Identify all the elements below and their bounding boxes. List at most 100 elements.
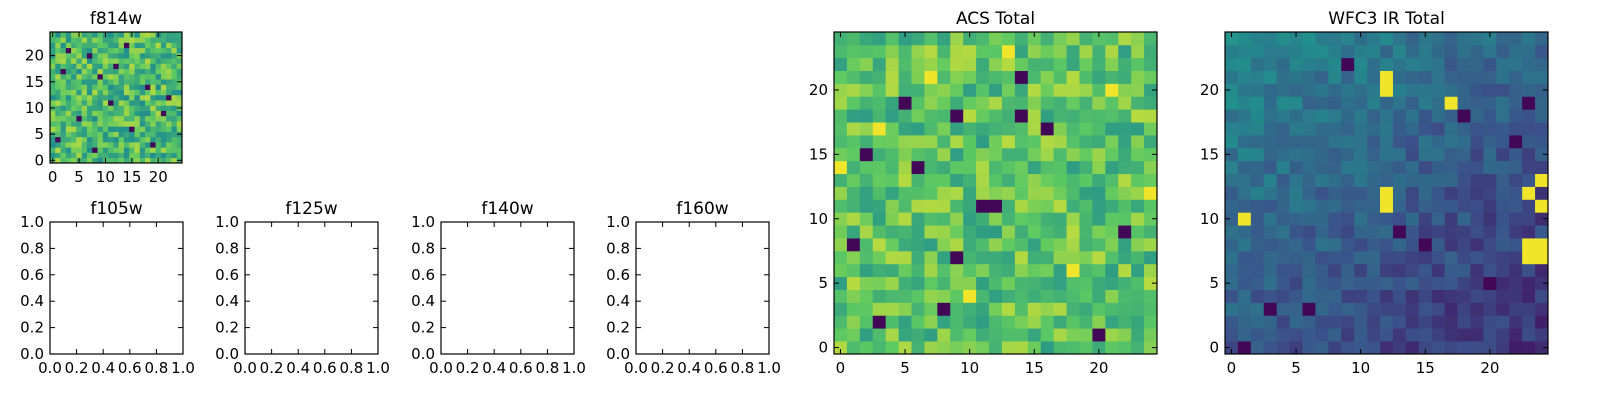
heatmap-cell [1066, 302, 1080, 316]
heatmap-cell [1470, 250, 1484, 265]
heatmap-cell [1066, 57, 1080, 71]
heatmap-cell [134, 157, 141, 164]
heatmap-cell [950, 173, 964, 187]
heatmap-cell [155, 121, 162, 127]
heatmap-cell [1457, 83, 1471, 97]
heatmap-cell [76, 89, 83, 96]
heatmap-cell [1483, 328, 1497, 342]
heatmap-cell [859, 57, 874, 71]
heatmap-cell [1509, 173, 1523, 187]
heatmap-cell [1380, 341, 1394, 355]
heatmap-cell [1496, 173, 1510, 187]
heatmap-cell [160, 94, 167, 101]
y-tick-label: 0.2 [606, 319, 630, 337]
heatmap-cell [171, 121, 178, 127]
heatmap-cell [71, 126, 77, 132]
heatmap-cell [1027, 238, 1042, 252]
heatmap-cell [1380, 238, 1394, 252]
heatmap-cell [1302, 186, 1316, 200]
heatmap-cell [1470, 263, 1484, 278]
heatmap-cell [123, 131, 130, 138]
heatmap-cell [50, 68, 56, 75]
heatmap-cell [1457, 328, 1471, 342]
heatmap-cell [160, 110, 167, 117]
heatmap-cell [1496, 315, 1510, 329]
heatmap-cell [60, 73, 67, 80]
heatmap-cell [102, 63, 109, 70]
heatmap-cell [950, 199, 964, 213]
heatmap-cell [924, 328, 938, 342]
heatmap-cell [160, 32, 167, 38]
heatmap-cell [846, 225, 861, 239]
heatmap-cell [1040, 225, 1054, 239]
heatmap-cell [145, 126, 151, 132]
heatmap-cell [1289, 122, 1303, 136]
heatmap-cell [102, 52, 109, 59]
heatmap-cell [976, 263, 990, 278]
heatmap-cell [1496, 289, 1510, 303]
heatmap-cell [924, 263, 938, 278]
heatmap-cell [1418, 122, 1433, 136]
heatmap-cell [97, 105, 104, 111]
heatmap-cell [859, 225, 874, 239]
heatmap-cell [1250, 315, 1265, 329]
heatmap-cell [1470, 57, 1484, 71]
heatmap-cell [1263, 328, 1278, 342]
heatmap-cell [1040, 109, 1054, 123]
heatmap-cell [885, 109, 899, 123]
heatmap-cell [145, 121, 151, 127]
heatmap-cell [1444, 186, 1458, 200]
x-tick-label: 15 [1416, 359, 1435, 377]
heatmap-cell [1392, 212, 1407, 226]
heatmap-cell [1405, 328, 1420, 342]
heatmap-cell [1053, 302, 1067, 316]
heatmap-cell [950, 341, 964, 355]
heatmap-cell [1418, 160, 1433, 175]
heatmap-cell [60, 126, 67, 132]
heatmap-cell [1001, 250, 1016, 265]
heatmap-cell [1380, 83, 1394, 97]
heatmap-cell [1341, 135, 1355, 149]
heatmap-cell [76, 52, 83, 59]
heatmap-cell [171, 89, 178, 96]
heatmap-cell [1418, 70, 1433, 84]
heatmap-cell [118, 68, 125, 75]
heatmap-cell [950, 289, 964, 303]
heatmap-cell [976, 44, 990, 59]
heatmap-cell [1418, 109, 1433, 123]
heatmap-cell [885, 276, 899, 290]
heatmap-cell [92, 52, 98, 59]
heatmap-cell [1237, 212, 1252, 226]
heatmap-cell [937, 315, 951, 329]
heatmap-cell [834, 44, 848, 59]
heatmap-cell [1263, 96, 1278, 110]
heatmap-cell [129, 105, 135, 111]
heatmap-cell [55, 121, 61, 127]
heatmap-cell [76, 126, 83, 132]
heatmap-cell [1250, 32, 1265, 46]
heatmap-cell [937, 160, 951, 175]
heatmap-cell [1354, 160, 1368, 175]
heatmap-cell [1496, 225, 1510, 239]
heatmap-cell [1276, 57, 1290, 71]
heatmap-cell [1118, 250, 1132, 265]
heatmap-cell [885, 315, 899, 329]
heatmap-cell [1079, 70, 1093, 84]
heatmap-cell [145, 94, 151, 101]
heatmap-cell [118, 121, 125, 127]
heatmap-cell [1289, 302, 1303, 316]
heatmap-cell [1470, 238, 1484, 252]
heatmap-cell [1053, 328, 1067, 342]
heatmap-cell [176, 42, 183, 49]
heatmap-cell [1237, 328, 1252, 342]
heatmap-cell [1118, 199, 1132, 213]
heatmap-cell [1522, 341, 1536, 355]
heatmap-cell [50, 63, 56, 70]
x-tick-label: 0.0 [38, 359, 62, 377]
heatmap-cell [976, 186, 990, 200]
heatmap-cell [92, 100, 98, 106]
heatmap-cell [911, 263, 925, 278]
heatmap-cell [1040, 173, 1054, 187]
heatmap-cell [76, 115, 83, 122]
heatmap-cell [150, 147, 156, 153]
